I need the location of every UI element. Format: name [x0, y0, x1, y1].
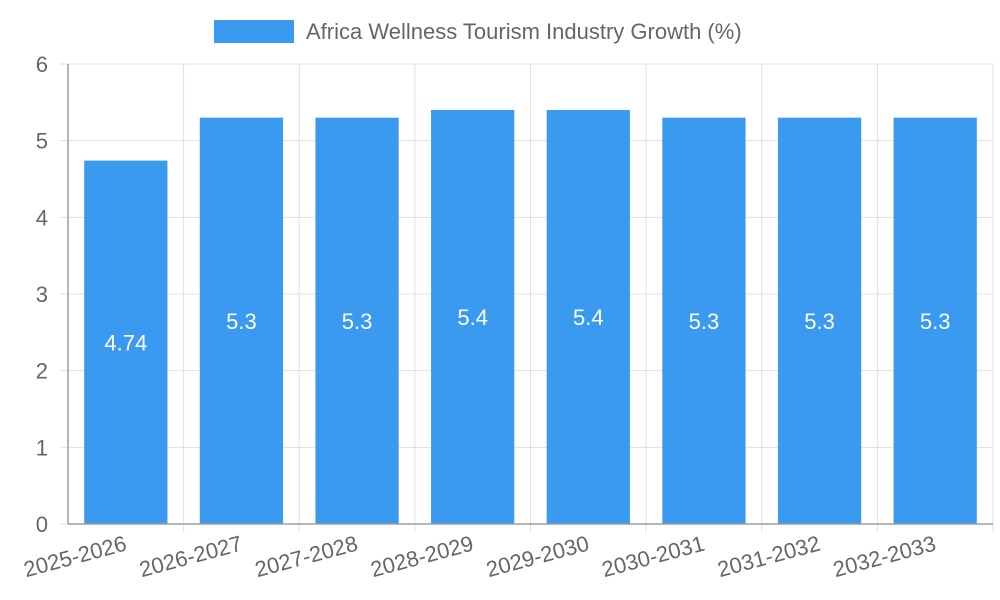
bar-value-label: 5.4 — [573, 305, 604, 330]
bar-value-label: 4.74 — [104, 330, 147, 355]
bar[interactable] — [777, 117, 862, 525]
bar[interactable] — [199, 117, 284, 525]
data-labels: 4.74 5.3 5.3 5.4 5.4 5.3 5.3 5.3 — [104, 305, 950, 355]
x-tick-label: 2026-2027 — [137, 531, 245, 582]
bar-value-label: 5.3 — [226, 309, 257, 334]
x-tick-label: 2030-2031 — [599, 531, 707, 582]
bar-value-label: 5.3 — [920, 309, 951, 334]
y-tick-label: 4 — [36, 205, 48, 230]
bar-value-label: 5.3 — [342, 309, 373, 334]
x-tick-label: 2027-2028 — [252, 531, 360, 582]
x-tick-label: 2032-2033 — [830, 531, 938, 582]
y-tick-label: 3 — [36, 282, 48, 307]
x-tick-label: 2031-2032 — [715, 531, 823, 582]
bar[interactable] — [893, 117, 977, 525]
y-tick-label: 6 — [36, 52, 48, 77]
bar[interactable] — [84, 160, 168, 524]
bar[interactable] — [431, 110, 515, 524]
bar[interactable] — [546, 110, 630, 524]
legend[interactable]: Africa Wellness Tourism Industry Growth … — [214, 19, 742, 44]
bar[interactable] — [662, 117, 746, 525]
y-tick-label: 2 — [36, 359, 48, 384]
bar-value-label: 5.4 — [457, 305, 488, 330]
x-tick-label: 2029-2030 — [484, 531, 592, 582]
bars — [84, 110, 977, 525]
bar-value-label: 5.3 — [689, 309, 720, 334]
y-tick-label: 0 — [36, 512, 48, 537]
axes — [67, 64, 993, 525]
legend-label: Africa Wellness Tourism Industry Growth … — [306, 19, 742, 44]
legend-swatch — [214, 20, 294, 43]
x-tick-label: 2028-2029 — [368, 531, 476, 582]
x-tick-label: 2025-2026 — [21, 531, 129, 582]
bar[interactable] — [315, 117, 399, 525]
y-tick-label: 1 — [36, 435, 48, 460]
bar-value-label: 5.3 — [804, 309, 835, 334]
y-tick-label: 5 — [36, 129, 48, 154]
